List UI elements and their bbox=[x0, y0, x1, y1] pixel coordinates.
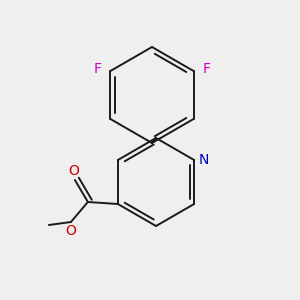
Text: N: N bbox=[199, 153, 209, 167]
Text: O: O bbox=[65, 224, 76, 238]
Text: F: F bbox=[93, 62, 101, 76]
Text: O: O bbox=[68, 164, 79, 178]
Text: F: F bbox=[202, 62, 211, 76]
